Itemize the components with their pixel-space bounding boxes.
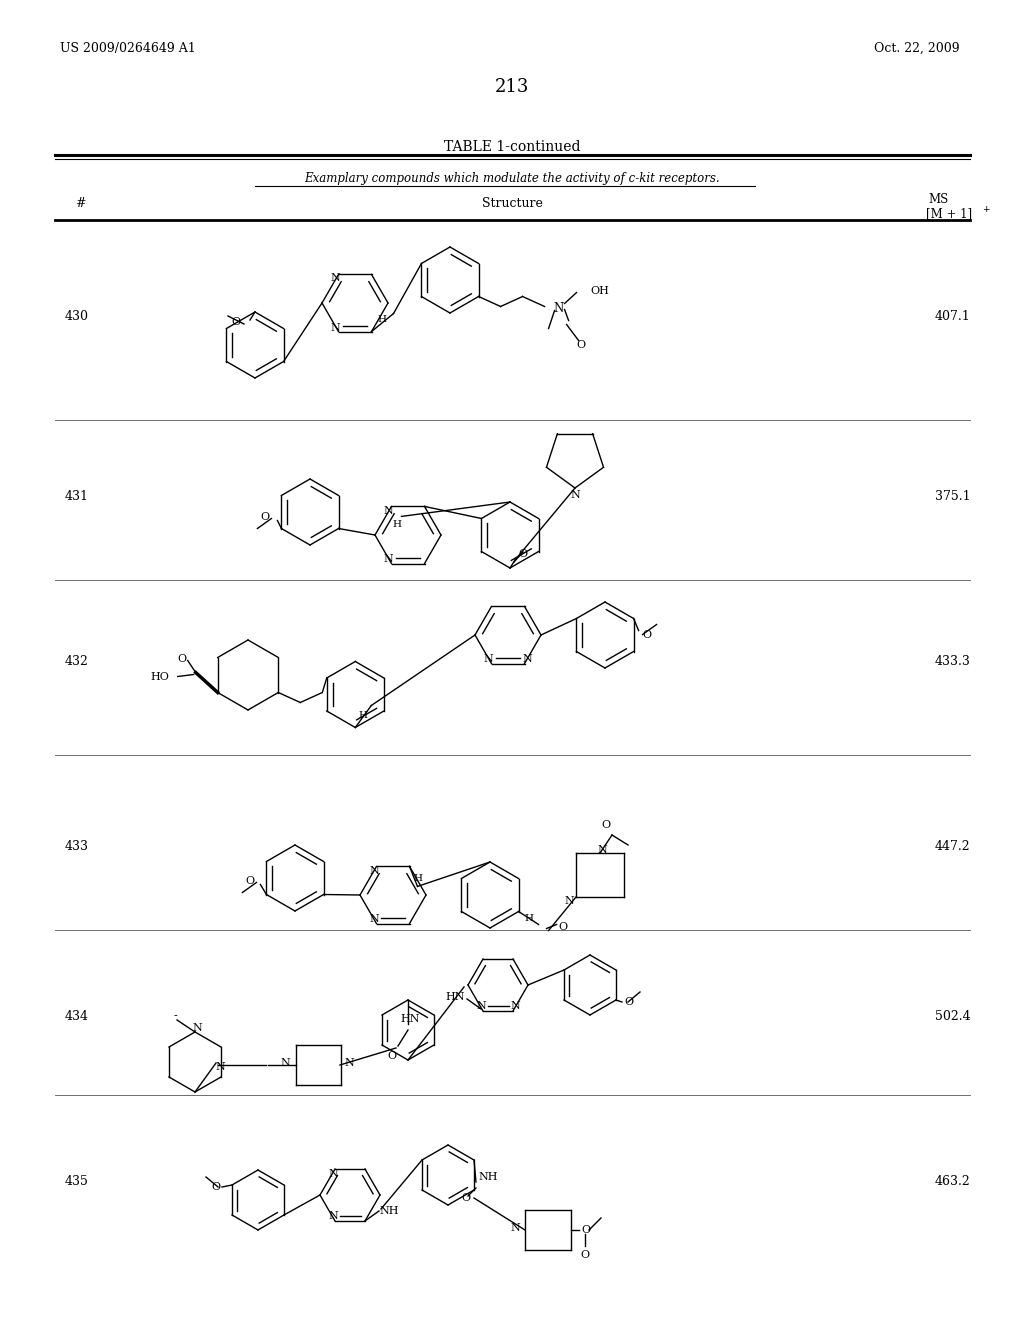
Text: N: N	[476, 1001, 485, 1011]
Text: N: N	[215, 1063, 225, 1072]
Text: N: N	[510, 1224, 520, 1233]
Text: N: N	[328, 1170, 338, 1179]
Text: O: O	[518, 549, 527, 558]
Text: N: N	[483, 653, 494, 664]
Text: O: O	[624, 997, 633, 1007]
Text: O: O	[246, 875, 255, 886]
Text: 430: 430	[65, 310, 89, 323]
Text: N: N	[553, 302, 563, 315]
Text: 434: 434	[65, 1010, 89, 1023]
Text: H: H	[524, 913, 534, 923]
Text: 435: 435	[65, 1175, 89, 1188]
Text: HN: HN	[400, 1014, 420, 1024]
Text: 433.3: 433.3	[935, 655, 971, 668]
Text: 431: 431	[65, 490, 89, 503]
Text: N: N	[384, 507, 393, 516]
Text: NH: NH	[379, 1206, 398, 1216]
Text: US 2009/0264649 A1: US 2009/0264649 A1	[60, 42, 196, 55]
Text: N: N	[344, 1059, 353, 1068]
Text: HN: HN	[445, 993, 465, 1002]
Text: O: O	[462, 1193, 471, 1203]
Text: +: +	[982, 205, 989, 214]
Text: [M + 1]: [M + 1]	[926, 207, 972, 220]
Text: O: O	[177, 653, 186, 664]
Text: 433: 433	[65, 840, 89, 853]
Text: Structure: Structure	[481, 197, 543, 210]
Text: N: N	[510, 1001, 520, 1011]
Text: O: O	[231, 317, 241, 327]
Text: 432: 432	[65, 655, 89, 668]
Text: O: O	[211, 1181, 220, 1192]
Text: 407.1: 407.1	[935, 310, 971, 323]
Text: O: O	[581, 1250, 590, 1261]
Text: -: -	[173, 1011, 177, 1020]
Text: Examplary compounds which modulate the activity of c-kit receptors.: Examplary compounds which modulate the a…	[304, 172, 720, 185]
Text: N: N	[564, 896, 574, 906]
Text: 463.2: 463.2	[935, 1175, 971, 1188]
Text: O: O	[581, 1225, 590, 1236]
Text: H: H	[413, 874, 422, 883]
Text: OH: OH	[591, 285, 609, 296]
Text: #: #	[75, 197, 85, 210]
Text: HO: HO	[151, 672, 170, 681]
Text: O: O	[558, 921, 567, 932]
Text: O: O	[261, 511, 270, 521]
Text: 502.4: 502.4	[935, 1010, 971, 1023]
Text: N: N	[370, 866, 379, 876]
Text: 213: 213	[495, 78, 529, 96]
Text: MS: MS	[928, 193, 948, 206]
Text: N: N	[522, 653, 532, 664]
Text: N: N	[570, 490, 580, 500]
Text: 447.2: 447.2	[935, 840, 971, 853]
Text: N: N	[328, 1210, 338, 1221]
Text: H: H	[377, 315, 386, 325]
Text: N: N	[597, 845, 607, 855]
Text: N: N	[370, 913, 379, 924]
Text: O: O	[601, 820, 610, 830]
Text: 375.1: 375.1	[935, 490, 971, 503]
Text: O: O	[642, 630, 651, 639]
Text: NH: NH	[478, 1172, 498, 1181]
Text: N: N	[331, 322, 340, 333]
Text: Oct. 22, 2009: Oct. 22, 2009	[874, 42, 961, 55]
Text: N: N	[193, 1023, 202, 1034]
Text: H: H	[392, 520, 401, 529]
Text: N: N	[331, 273, 340, 284]
Text: TABLE 1-continued: TABLE 1-continued	[443, 140, 581, 154]
Text: N: N	[281, 1059, 290, 1068]
Text: H: H	[358, 711, 368, 719]
Text: O: O	[387, 1051, 396, 1061]
Text: O: O	[577, 339, 585, 350]
Text: N: N	[384, 553, 393, 564]
